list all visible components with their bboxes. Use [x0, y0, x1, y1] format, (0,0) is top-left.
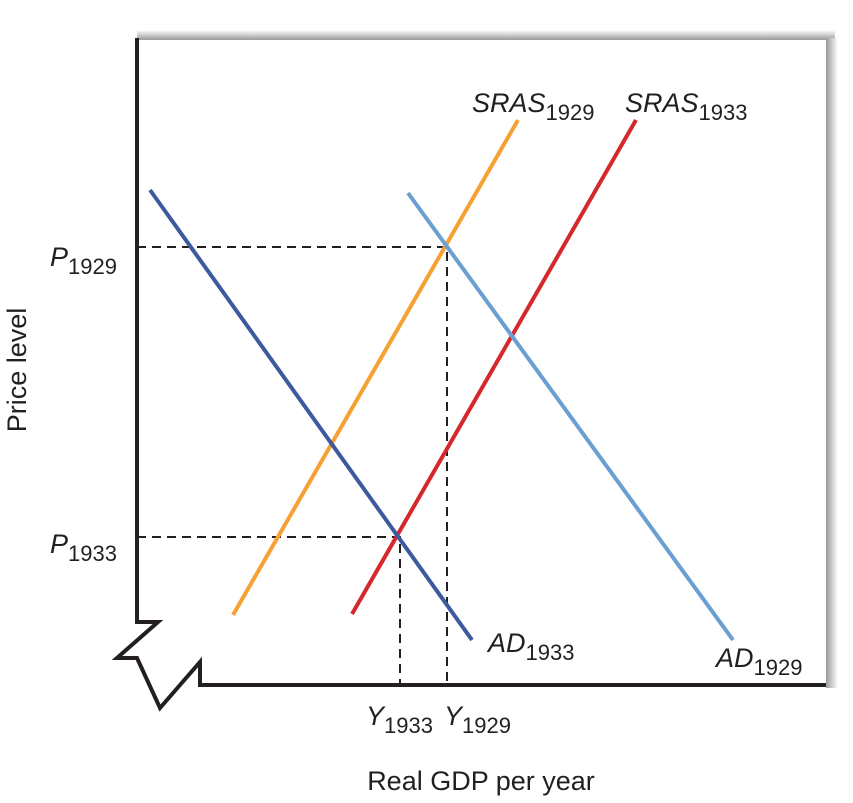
- ad-1933: [148, 188, 474, 642]
- frame-shadow: [137, 30, 835, 40]
- frame-shadow: [826, 38, 838, 688]
- x-axis-label: Real GDP per year: [367, 766, 595, 796]
- output-label: Y1929: [444, 701, 511, 738]
- y-axis-label: Price level: [2, 308, 32, 433]
- curve-label: SRAS1929: [472, 88, 594, 125]
- price-label: P1929: [50, 242, 117, 279]
- ad-1929: [406, 191, 735, 642]
- axes: [111, 38, 826, 712]
- curve-label: SRAS1933: [625, 88, 747, 125]
- price-label: P1933: [50, 529, 117, 566]
- guide-1933: [137, 536, 401, 685]
- sras-1929: [231, 119, 520, 616]
- output-label: Y1933: [366, 701, 433, 738]
- guide-1929: [137, 246, 448, 685]
- curve-label: AD1933: [486, 628, 574, 665]
- sras-1933: [350, 119, 638, 615]
- curve-label: AD1929: [714, 643, 802, 680]
